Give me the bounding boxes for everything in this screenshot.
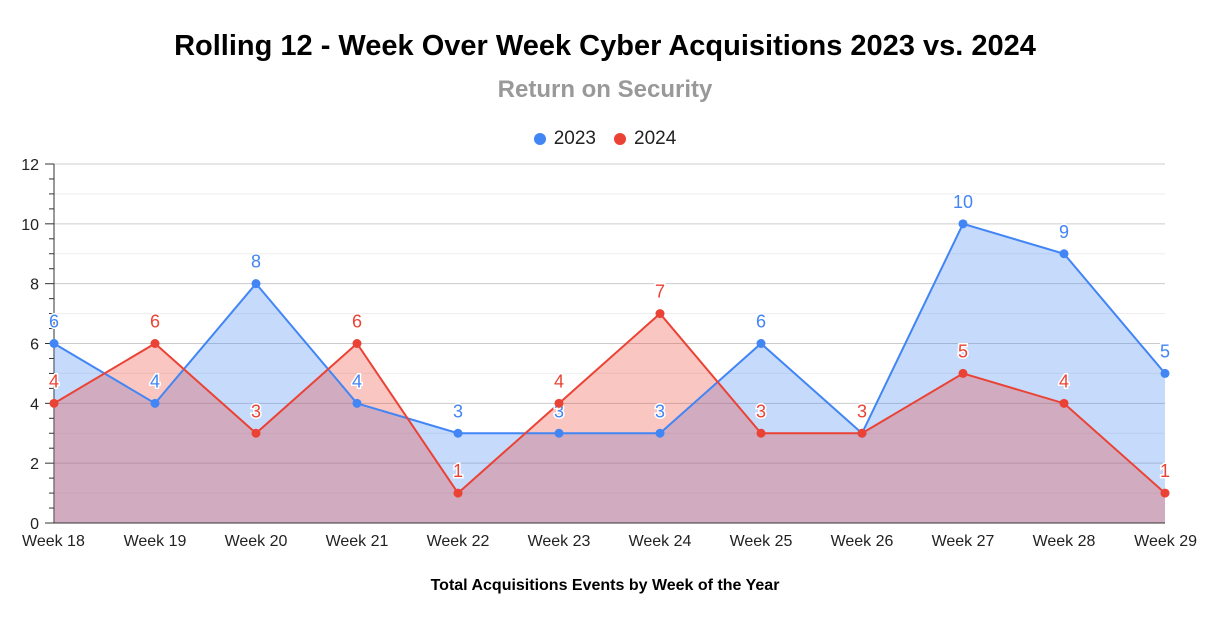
y-tick-label: 0 [30, 516, 39, 533]
legend-label-2023: 2023 [553, 128, 596, 149]
data-label-2023: 10 [953, 192, 973, 212]
x-tick-label: Week 26 [831, 533, 894, 550]
data-label-2024: 3 [756, 401, 766, 421]
point-2024 [655, 309, 665, 319]
point-2024 [251, 428, 261, 438]
x-tick-label: Week 27 [932, 533, 995, 550]
point-2024 [1059, 398, 1069, 408]
y-tick-label: 4 [30, 396, 39, 413]
data-label-2024: 4 [1059, 371, 1069, 391]
point-2023 [554, 428, 564, 438]
x-tick-label: Week 18 [22, 533, 85, 550]
x-tick-label: Week 20 [225, 533, 288, 550]
y-tick-label: 8 [30, 277, 39, 294]
data-label-2024: 7 [655, 282, 665, 302]
data-label-2023: 8 [251, 252, 261, 272]
x-tick-label: Week 22 [427, 533, 490, 550]
data-label-2024: 4 [554, 371, 564, 391]
x-tick-label: Week 25 [730, 533, 793, 550]
x-tick-label: Week 28 [1033, 533, 1096, 550]
point-2023 [655, 428, 665, 438]
point-2023 [756, 339, 766, 348]
point-2023 [1059, 249, 1069, 259]
data-label-2023: 3 [453, 401, 463, 421]
point-2023 [453, 428, 463, 438]
chart-title: Rolling 12 - Week Over Week Cyber Acquis… [174, 30, 1036, 62]
data-label-2023: 6 [49, 312, 59, 332]
line-2023 [53, 222, 1166, 435]
data-label-2023: 6 [756, 312, 766, 332]
data-label-2024: 1 [453, 461, 463, 481]
y-tick-label: 2 [30, 456, 39, 473]
point-2024 [857, 428, 867, 438]
x-axis-title: Total Acquisitions Events by Week of the… [430, 577, 780, 594]
y-tick-label: 6 [30, 337, 39, 354]
data-label-2023: 5 [1160, 341, 1170, 361]
area-2023 [54, 223, 1165, 524]
data-label-2023: 9 [1059, 222, 1069, 242]
point-2024 [958, 368, 968, 378]
y-tick-label: 12 [21, 157, 39, 174]
point-2024 [1160, 488, 1170, 498]
chart-subtitle: Return on Security [497, 76, 713, 103]
point-2023 [49, 339, 59, 348]
data-label-2024: 1 [1160, 461, 1170, 481]
y-tick-label: 10 [21, 217, 39, 234]
data-label-2024: 3 [251, 401, 261, 421]
legend-label-2024: 2024 [634, 128, 677, 149]
legend-item-2024[interactable]: 2024 [614, 128, 676, 150]
data-label-2023: 4 [352, 371, 362, 391]
data-label-2023: 4 [150, 371, 160, 391]
point-2024 [756, 428, 766, 438]
x-tick-label: Week 19 [124, 533, 187, 550]
legend-item-2023[interactable]: 2023 [533, 128, 596, 150]
x-tick-label: Week 29 [1134, 533, 1197, 550]
point-2023 [958, 219, 968, 229]
x-tick-label: Week 23 [528, 533, 591, 550]
point-2024 [150, 339, 160, 348]
point-2024 [453, 488, 463, 498]
legend-marker-2023 [533, 133, 546, 145]
legend-marker-2024 [614, 133, 626, 145]
line-2024 [53, 312, 1166, 495]
data-label-2024: 6 [352, 312, 362, 332]
point-2024 [352, 339, 362, 348]
data-label-2023: 3 [655, 401, 665, 421]
point-2024 [49, 398, 59, 408]
point-2024 [554, 398, 564, 408]
point-2023 [150, 398, 160, 408]
point-2023 [352, 398, 362, 408]
data-label-2024: 6 [150, 312, 160, 332]
data-label-2024: 5 [958, 341, 968, 361]
data-label-2024: 4 [49, 371, 59, 391]
data-label-2024: 3 [857, 401, 867, 421]
x-tick-label: Week 21 [326, 533, 389, 550]
x-tick-label: Week 24 [629, 533, 692, 550]
point-2023 [251, 279, 261, 289]
point-2023 [1160, 368, 1170, 378]
chart-legend: 2023 2024 [0, 128, 1210, 150]
data-label-2023: 3 [857, 401, 867, 421]
